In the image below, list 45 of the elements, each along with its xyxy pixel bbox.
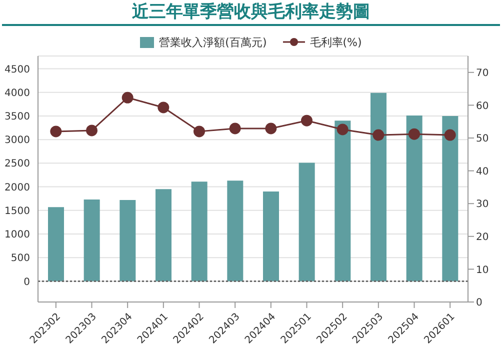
y-tick-label: 1000	[4, 230, 30, 241]
point	[336, 124, 348, 136]
point	[265, 122, 277, 134]
bar	[370, 92, 386, 282]
y-tick-label: 1500	[4, 206, 30, 217]
bar	[406, 115, 422, 282]
bar	[298, 162, 315, 282]
bar	[227, 180, 244, 282]
y-tick-label: 2000	[4, 182, 30, 194]
y-tick-label: 3000	[4, 135, 30, 146]
y2-tick-label: 70	[476, 68, 489, 79]
bar	[191, 182, 208, 282]
y2-tick-label: 50	[476, 134, 489, 145]
y2-tick-label: 0	[476, 298, 482, 309]
point	[122, 92, 134, 104]
bar	[263, 192, 279, 282]
y-tick-label: 3500	[4, 112, 30, 123]
bar	[334, 120, 351, 282]
legend-label: 毛利率(%)	[310, 34, 362, 50]
y-tick-label: 500	[10, 253, 30, 264]
point	[408, 128, 420, 140]
y2-tick-label: 20	[476, 232, 489, 243]
y2-tick-label: 40	[476, 166, 489, 178]
bar	[442, 116, 458, 282]
bar	[120, 200, 136, 282]
chart-title: 近三年單季營收與毛利率走勢圖	[2, 0, 500, 26]
point	[372, 129, 384, 141]
y2-tick-label: 30	[476, 199, 489, 210]
point	[86, 124, 98, 136]
y2-tick-label: 60	[476, 100, 489, 112]
y2-tick-label: 10	[476, 264, 489, 276]
point	[194, 126, 205, 138]
y-tick-label: 2500	[4, 158, 30, 170]
y-tick-label: 4000	[4, 88, 30, 99]
y-tick-label: 0	[24, 276, 30, 288]
y-tick-label: 4500	[4, 64, 30, 76]
point	[301, 114, 312, 126]
point	[158, 102, 170, 114]
bar	[156, 189, 172, 282]
point	[444, 129, 456, 141]
bar	[48, 207, 64, 282]
point	[229, 122, 241, 134]
bar	[84, 200, 100, 282]
legend-label: 營業收入淨額(百萬元)	[159, 34, 267, 50]
point	[50, 126, 62, 138]
